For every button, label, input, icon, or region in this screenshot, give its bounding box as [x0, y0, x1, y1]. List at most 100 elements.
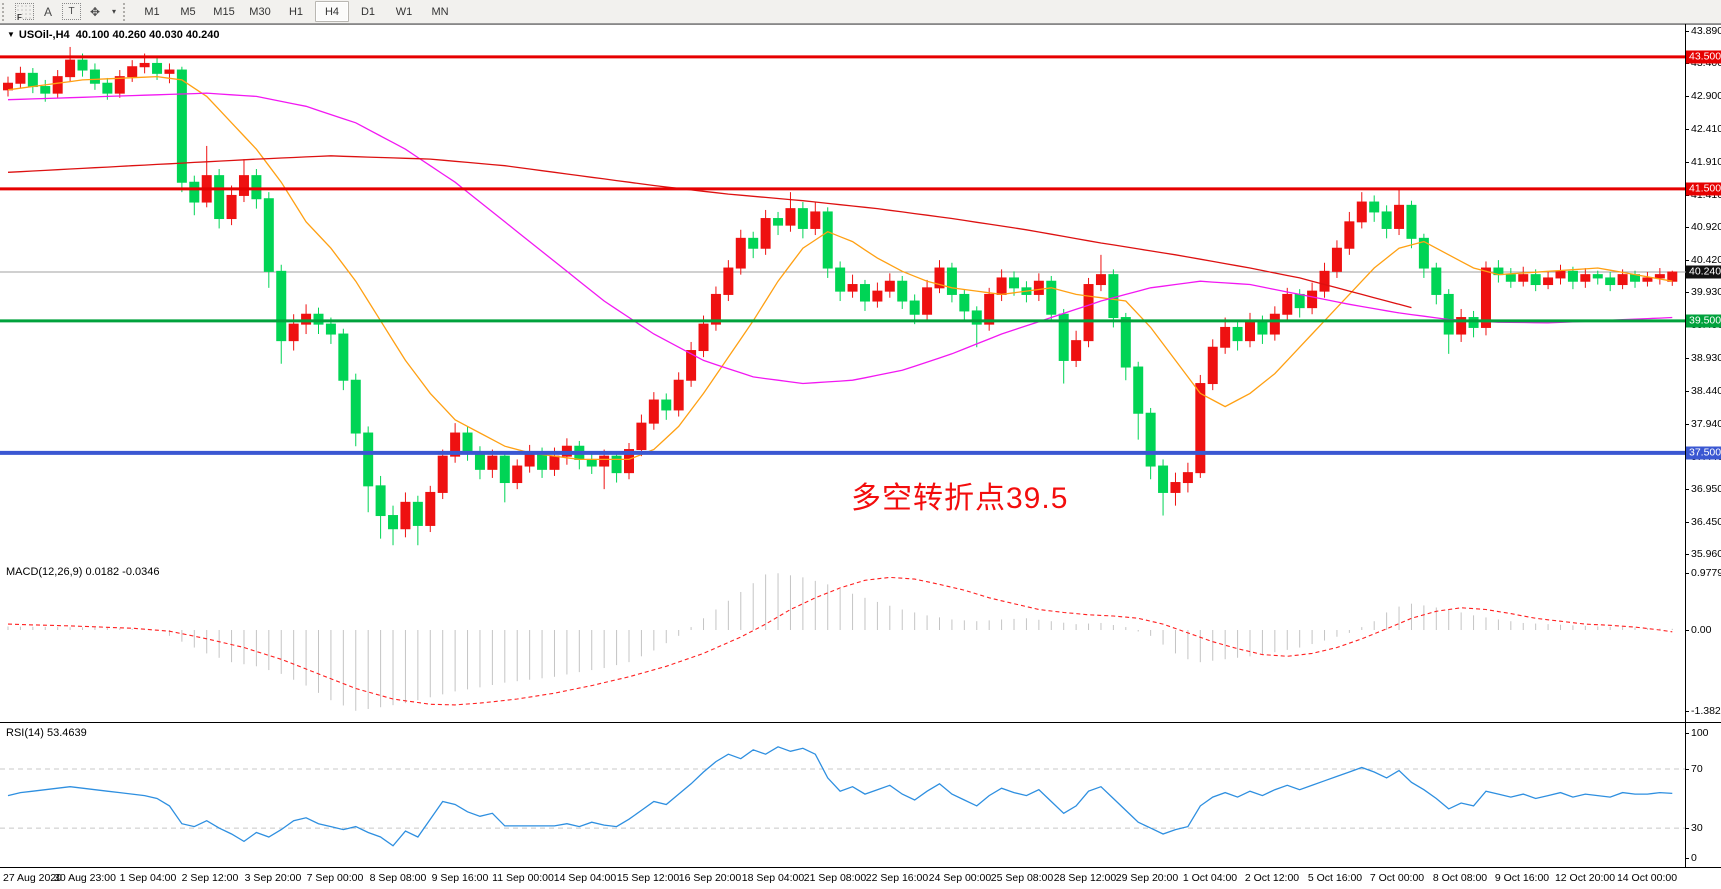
price-tick: 43.890 [1691, 25, 1721, 37]
date-label: 12 Oct 20:00 [1554, 872, 1616, 884]
timeframe-button-m30[interactable]: M30 [249, 5, 271, 18]
date-label: 3 Sep 20:00 [244, 872, 302, 884]
rsi-tick: 70 [1691, 763, 1703, 775]
axis-tick-mark [1685, 260, 1689, 261]
price-tick: 39.930 [1691, 286, 1721, 298]
price-tick: 42.900 [1691, 90, 1721, 102]
date-label: 7 Sep 00:00 [306, 872, 364, 884]
date-label: 7 Oct 00:00 [1369, 872, 1425, 884]
rsi-tick: 0 [1691, 852, 1697, 864]
rsi-indicator-label: RSI(14) 53.4639 [6, 727, 87, 739]
rsi-tick: 100 [1691, 727, 1709, 739]
date-label: 8 Sep 08:00 [369, 872, 427, 884]
rsi-panel[interactable] [0, 723, 1721, 868]
symbol-dropdown-icon[interactable]: ▼ [7, 30, 15, 39]
price-tick: 38.440 [1691, 385, 1721, 397]
date-label: 21 Sep 08:00 [803, 872, 867, 884]
ohlc-readout: 40.100 40.260 40.030 40.240 [75, 29, 220, 41]
axis-tick-mark [1685, 31, 1689, 32]
chart-title: ▼ USOil-,H4 40.100 40.260 40.030 40.240 [7, 29, 220, 41]
timeframe-button-m5[interactable]: M5 [180, 5, 196, 18]
dropdown-caret-icon[interactable]: ▾ [111, 7, 116, 16]
axis-tick-mark [1685, 858, 1689, 859]
font-icon[interactable]: A [43, 4, 52, 19]
price-tick: 36.950 [1691, 483, 1721, 495]
axis-tick-mark [1685, 733, 1689, 734]
text-tool-icon[interactable]: T [62, 3, 81, 20]
timeframe-button-m1[interactable]: M1 [144, 5, 160, 18]
date-label: 30 Aug 23:00 [54, 872, 116, 884]
date-label: 2 Oct 12:00 [1244, 872, 1300, 884]
axis-tick-mark [1685, 129, 1689, 130]
toolbar-grip[interactable] [2, 2, 11, 21]
timeframe-button-h4[interactable]: H4 [315, 1, 349, 22]
date-label: 25 Sep 08:00 [990, 872, 1054, 884]
price-tick: 42.410 [1691, 123, 1721, 135]
date-label: 2 Sep 12:00 [181, 872, 239, 884]
price-badge-40.240: 40.240 [1686, 265, 1721, 279]
axis-tick-mark [1685, 162, 1689, 163]
axis-tick-mark [1685, 227, 1689, 228]
price-axis-border [1685, 24, 1686, 868]
price-tick: 41.910 [1691, 156, 1721, 168]
price-tick: 40.420 [1691, 254, 1721, 266]
cursor-arrows-icon[interactable]: ✥ [89, 4, 101, 19]
rsi-tick: 30 [1691, 822, 1703, 834]
date-label: 15 Sep 12:00 [616, 872, 680, 884]
price-tick: 35.960 [1691, 548, 1721, 560]
macd-tick: 0.00 [1691, 624, 1712, 636]
axis-tick-mark [1685, 522, 1689, 523]
timeframe-button-m15[interactable]: M15 [213, 5, 235, 18]
axis-tick-mark [1685, 711, 1689, 712]
axis-tick-mark [1685, 630, 1689, 631]
date-label: 22 Sep 16:00 [865, 872, 929, 884]
date-label: 8 Oct 08:00 [1432, 872, 1488, 884]
date-label: 9 Sep 16:00 [431, 872, 489, 884]
date-label: 14 Sep 04:00 [553, 872, 617, 884]
axis-tick-mark [1685, 554, 1689, 555]
date-label: 18 Sep 04:00 [741, 872, 805, 884]
axis-tick-mark [1685, 424, 1689, 425]
price-tick: 36.450 [1691, 516, 1721, 528]
date-label: 5 Oct 16:00 [1307, 872, 1363, 884]
macd-indicator-label: MACD(12,26,9) 0.0182 -0.0346 [6, 566, 160, 578]
date-label: 28 Sep 12:00 [1053, 872, 1117, 884]
toolbar: F A T ✥ ▾ M1 M5 M15 M30 H1 H4 D1 W1 MN [0, 0, 1721, 24]
date-label: 27 Aug 2020 [3, 872, 62, 884]
axis-tick-mark [1685, 63, 1689, 64]
price-badge-39.500: 39.500 [1686, 314, 1721, 328]
axis-tick-mark [1685, 292, 1689, 293]
price-tick: 38.930 [1691, 352, 1721, 364]
axis-tick-mark [1685, 573, 1689, 574]
price-badge-41.500: 41.500 [1686, 182, 1721, 196]
price-tick: 37.940 [1691, 418, 1721, 430]
axis-tick-mark [1685, 96, 1689, 97]
timeframe-button-w1[interactable]: W1 [395, 5, 413, 18]
date-label: 14 Oct 00:00 [1616, 872, 1678, 884]
date-label: 1 Oct 04:00 [1182, 872, 1238, 884]
date-label: 29 Sep 20:00 [1115, 872, 1179, 884]
date-label: 9 Oct 16:00 [1494, 872, 1550, 884]
axis-tick-mark [1685, 769, 1689, 770]
chart-annotation-text: 多空转折点39.5 [851, 482, 1069, 515]
date-label: 16 Sep 20:00 [678, 872, 742, 884]
macd-tick: 0.9779 [1691, 567, 1721, 579]
axis-tick-mark [1685, 828, 1689, 829]
symbol-name: USOil-,H4 [18, 29, 70, 41]
toolbar-grip[interactable] [123, 2, 132, 21]
axis-tick-mark [1685, 358, 1689, 359]
timeframe-button-mn[interactable]: MN [431, 5, 449, 18]
timeframe-button-d1[interactable]: D1 [360, 5, 376, 18]
date-label: 11 Sep 00:00 [492, 872, 554, 884]
macd-panel[interactable] [0, 562, 1721, 723]
expert-grid-icon[interactable]: F [15, 3, 34, 22]
date-label: 24 Sep 00:00 [928, 872, 992, 884]
price-tick: 40.920 [1691, 221, 1721, 233]
date-label: 1 Sep 04:00 [119, 872, 177, 884]
timeframe-button-h1[interactable]: H1 [288, 5, 304, 18]
price-badge-37.500: 37.500 [1686, 446, 1721, 460]
macd-tick: -1.382 [1691, 705, 1721, 717]
price-badge-43.500: 43.500 [1686, 50, 1721, 64]
axis-tick-mark [1685, 489, 1689, 490]
